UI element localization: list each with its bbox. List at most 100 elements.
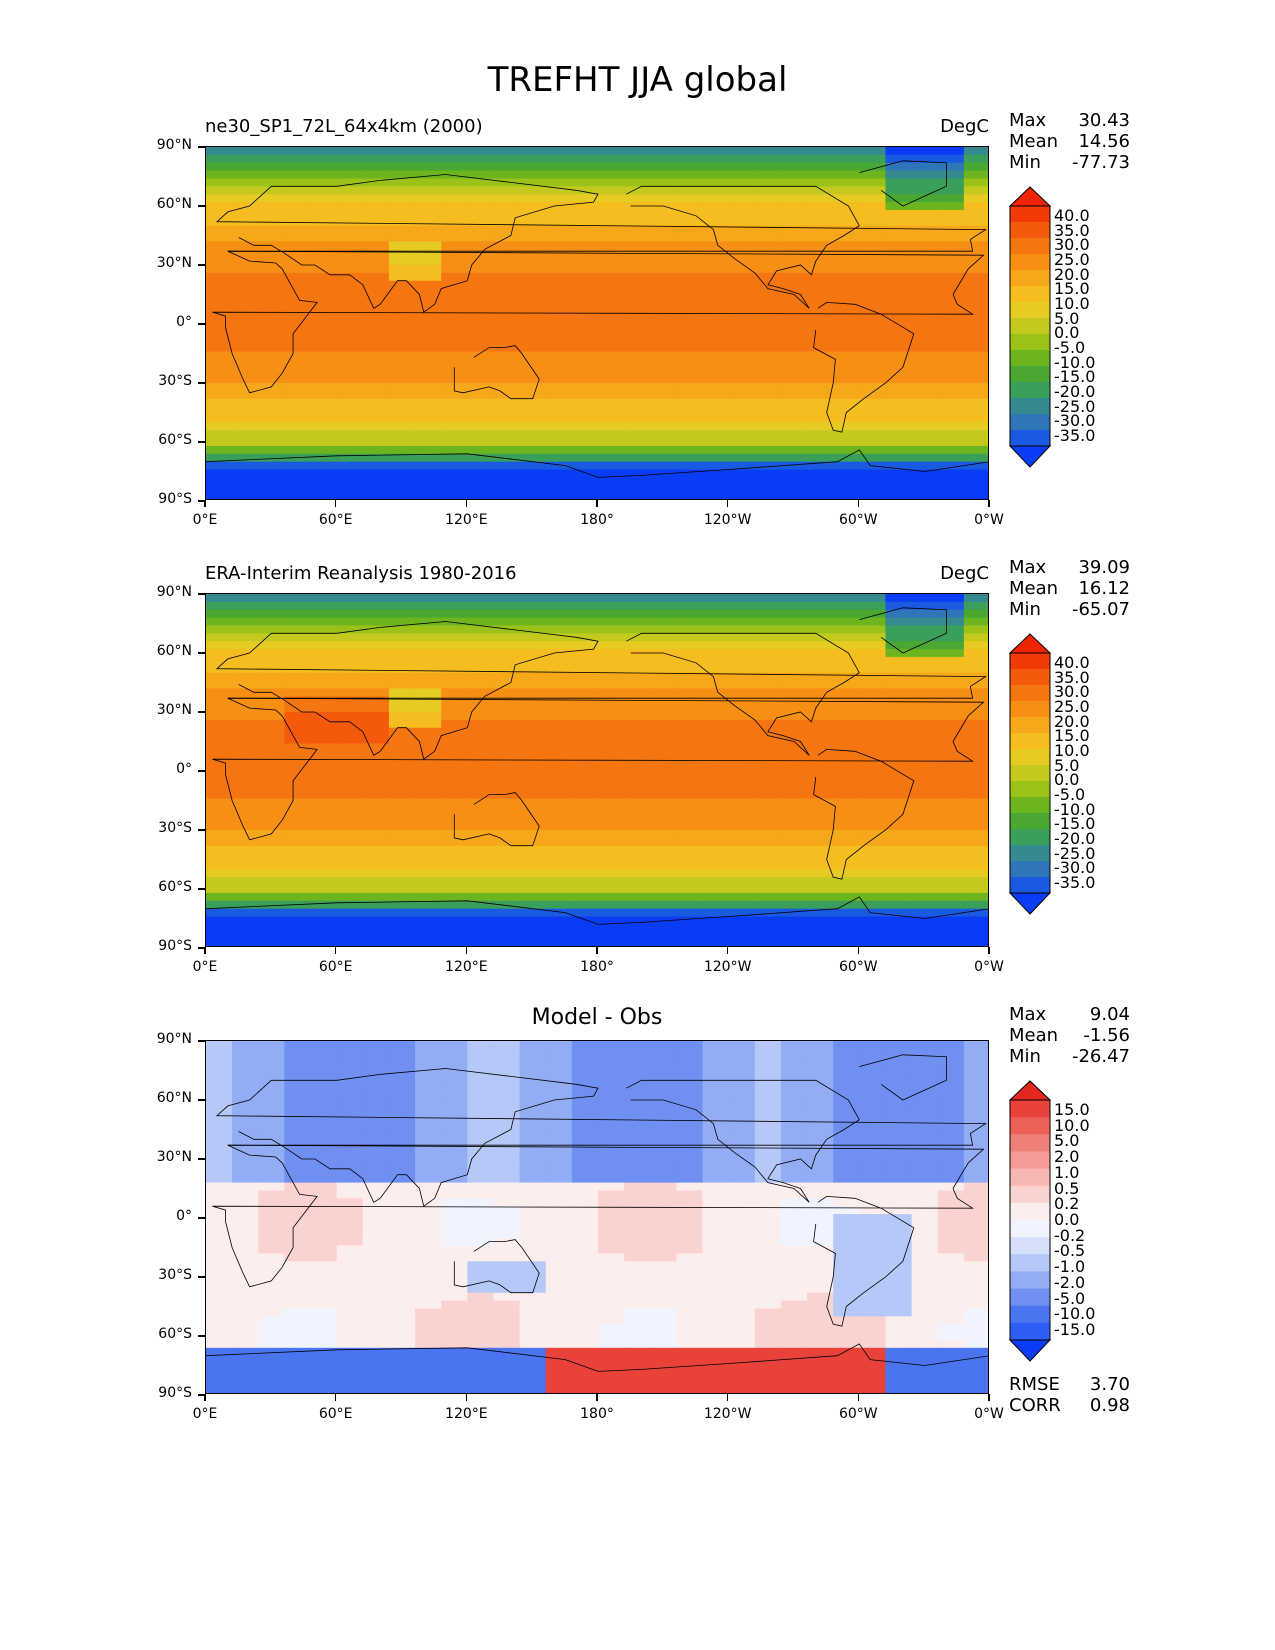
stat-max-value: 9.04 bbox=[1089, 1004, 1130, 1025]
map-field-1 bbox=[206, 594, 988, 946]
colorbar-tick-label: 0.0 bbox=[1054, 1210, 1080, 1229]
x-tick-mark bbox=[988, 1394, 990, 1401]
x-tick-mark bbox=[465, 500, 468, 507]
colorbar-tick-label: 35.0 bbox=[1054, 220, 1090, 240]
colorbar-1 bbox=[1009, 633, 1051, 915]
x-tick-label: 180° bbox=[580, 1406, 614, 1422]
x-tick-label: 120°W bbox=[703, 959, 752, 975]
x-tick-mark bbox=[204, 500, 206, 507]
colorbar-tick-label: -0.5 bbox=[1054, 1241, 1086, 1261]
y-tick-label: 60°N bbox=[156, 1090, 192, 1106]
colorbar-tick-label: -35.0 bbox=[1054, 426, 1096, 445]
y-tick-label: 0° bbox=[176, 314, 192, 330]
y-tick-label: 30°N bbox=[156, 1149, 192, 1165]
colorbar-tick-label: 0.0 bbox=[1054, 770, 1080, 790]
coastline-antarctica bbox=[206, 1343, 988, 1372]
x-tick-mark bbox=[857, 1394, 860, 1401]
x-tick-mark bbox=[596, 500, 598, 507]
x-tick-mark bbox=[596, 947, 598, 954]
panel-title-left: ERA-Interim Reanalysis 1980-2016 bbox=[205, 563, 517, 584]
colorbar-tick-label: -5.0 bbox=[1054, 785, 1086, 804]
colorbar-tick-label: -35.0 bbox=[1054, 873, 1096, 892]
coastline-europe_asia bbox=[215, 1068, 987, 1207]
stat-max-value: 30.43 bbox=[1078, 110, 1130, 131]
y-tick-mark bbox=[198, 1394, 205, 1396]
coastline-samerica bbox=[813, 748, 915, 880]
colorbar-tick-label: -25.0 bbox=[1054, 396, 1096, 416]
x-tick-mark bbox=[857, 947, 860, 954]
y-tick-label: 30°S bbox=[158, 1267, 192, 1283]
y-tick-label: 90°S bbox=[158, 491, 192, 507]
stat-max-label: Max bbox=[1009, 110, 1047, 131]
y-tick-label: 30°N bbox=[156, 702, 192, 718]
colorbar-tick-label: 40.0 bbox=[1054, 206, 1090, 225]
colorbar-tick-label: 15.0 bbox=[1054, 1100, 1090, 1119]
stat-mean-value: 16.12 bbox=[1078, 578, 1130, 599]
rmse-label: RMSE bbox=[1009, 1374, 1060, 1395]
y-tick-mark bbox=[198, 441, 205, 443]
x-tick-mark bbox=[465, 1394, 468, 1401]
x-tick-mark bbox=[596, 1394, 598, 1401]
colorbar-tick-label: 15.0 bbox=[1054, 279, 1090, 299]
figure-title: TREFHT JJA global bbox=[487, 60, 788, 100]
coastline-africa bbox=[212, 1144, 985, 1288]
coastline-africa bbox=[212, 250, 985, 394]
coastline-australia bbox=[453, 1239, 540, 1294]
colorbar-tick-label: 20.0 bbox=[1054, 711, 1090, 731]
coastline-antarctica bbox=[206, 449, 988, 478]
y-tick-mark bbox=[198, 829, 205, 831]
colorbar-tick-label: -5.0 bbox=[1054, 1288, 1086, 1308]
units-label: DegC bbox=[940, 116, 989, 137]
colorbar-tick-label: -20.0 bbox=[1054, 382, 1096, 401]
coastline-europe_asia bbox=[215, 621, 987, 760]
y-tick-mark bbox=[198, 382, 205, 384]
y-tick-label: 60°S bbox=[158, 1326, 192, 1342]
y-tick-label: 60°S bbox=[158, 879, 192, 895]
x-tick-mark bbox=[334, 1394, 337, 1401]
coastline-namerica bbox=[626, 1079, 860, 1203]
coastline-samerica bbox=[813, 1195, 915, 1327]
y-tick-label: 90°N bbox=[156, 584, 192, 600]
stat-mean-value: -1.56 bbox=[1083, 1025, 1130, 1046]
stat-min-label: Min bbox=[1009, 1046, 1041, 1067]
stat-min-label: Min bbox=[1009, 152, 1041, 173]
units-label: DegC bbox=[940, 563, 989, 584]
y-tick-mark bbox=[198, 1099, 205, 1101]
y-tick-label: 30°S bbox=[158, 820, 192, 836]
coastline-greenland bbox=[859, 607, 947, 654]
stat-mean-label: Mean bbox=[1009, 1025, 1059, 1046]
colorbar-2 bbox=[1009, 1080, 1051, 1362]
stat-max-value: 39.09 bbox=[1078, 557, 1130, 578]
colorbar-tick-label: 15.0 bbox=[1054, 726, 1090, 746]
map-panel-0 bbox=[205, 146, 989, 500]
y-tick-mark bbox=[198, 652, 205, 654]
x-tick-mark bbox=[988, 500, 990, 507]
y-tick-mark bbox=[198, 770, 205, 772]
stat-mean-value: 14.56 bbox=[1078, 131, 1130, 152]
x-tick-mark bbox=[726, 1394, 729, 1401]
stat-min-value: -77.73 bbox=[1071, 152, 1130, 173]
colorbar-tick-label: -10.0 bbox=[1054, 1304, 1096, 1324]
colorbar-tick-label: 30.0 bbox=[1054, 235, 1090, 255]
colorbar-tick-label: -2.0 bbox=[1054, 1272, 1086, 1292]
x-tick-label: 60°E bbox=[318, 512, 353, 528]
coastline-namerica bbox=[626, 185, 860, 309]
map-panel-1 bbox=[205, 593, 989, 947]
colorbar-tick-label: 30.0 bbox=[1054, 682, 1090, 702]
x-tick-label: 0°E bbox=[192, 1406, 218, 1422]
y-tick-label: 60°N bbox=[156, 196, 192, 212]
colorbar-tick-label: 20.0 bbox=[1054, 264, 1090, 284]
x-tick-mark bbox=[334, 500, 337, 507]
colorbar-tick-label: -15.0 bbox=[1054, 814, 1096, 834]
y-tick-mark bbox=[198, 146, 205, 148]
stat-min-value: -26.47 bbox=[1071, 1046, 1130, 1067]
y-tick-mark bbox=[198, 1217, 205, 1219]
y-tick-label: 60°N bbox=[156, 643, 192, 659]
y-tick-label: 90°N bbox=[156, 1031, 192, 1047]
colorbar-tick-label: 5.0 bbox=[1054, 308, 1080, 328]
colorbar-tick-label: -15.0 bbox=[1054, 367, 1096, 387]
coastline-greenland bbox=[859, 1054, 947, 1101]
colorbar-tick-label: 0.2 bbox=[1054, 1194, 1080, 1214]
x-tick-label: 0°W bbox=[974, 959, 1004, 975]
coastline-namerica bbox=[626, 632, 860, 756]
